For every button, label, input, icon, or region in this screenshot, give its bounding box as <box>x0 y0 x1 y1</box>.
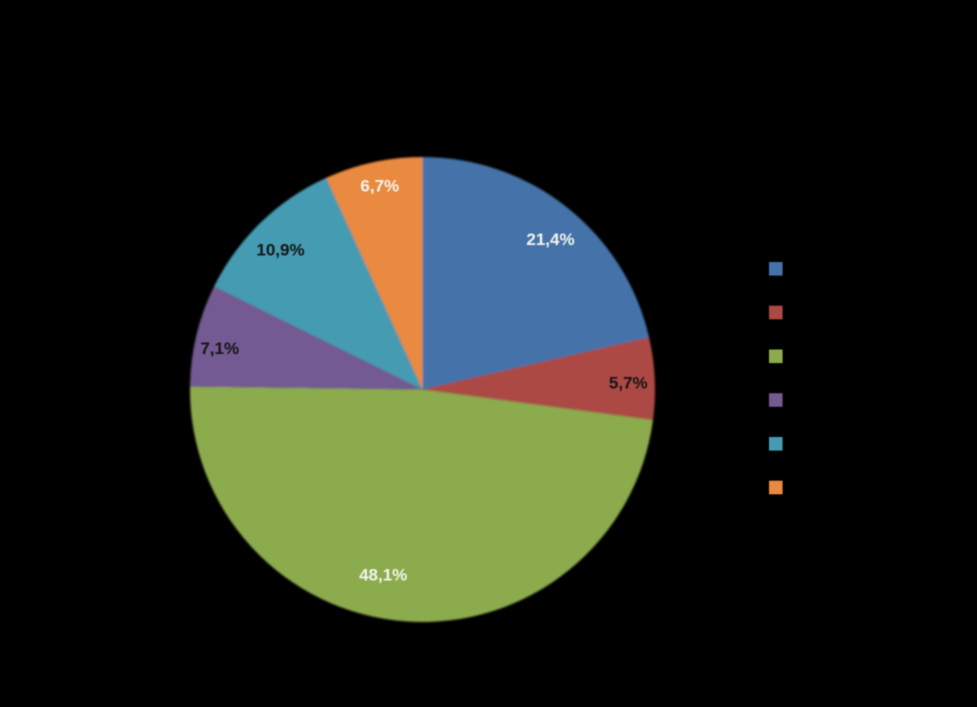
svg-text:48,1%: 48,1% <box>359 566 407 585</box>
svg-text:21,4%: 21,4% <box>526 230 574 249</box>
svg-text:6,7%: 6,7% <box>360 177 399 196</box>
svg-text:5,7%: 5,7% <box>609 374 648 393</box>
svg-text:10,9%: 10,9% <box>256 241 304 260</box>
svg-text:7,1%: 7,1% <box>200 339 239 358</box>
